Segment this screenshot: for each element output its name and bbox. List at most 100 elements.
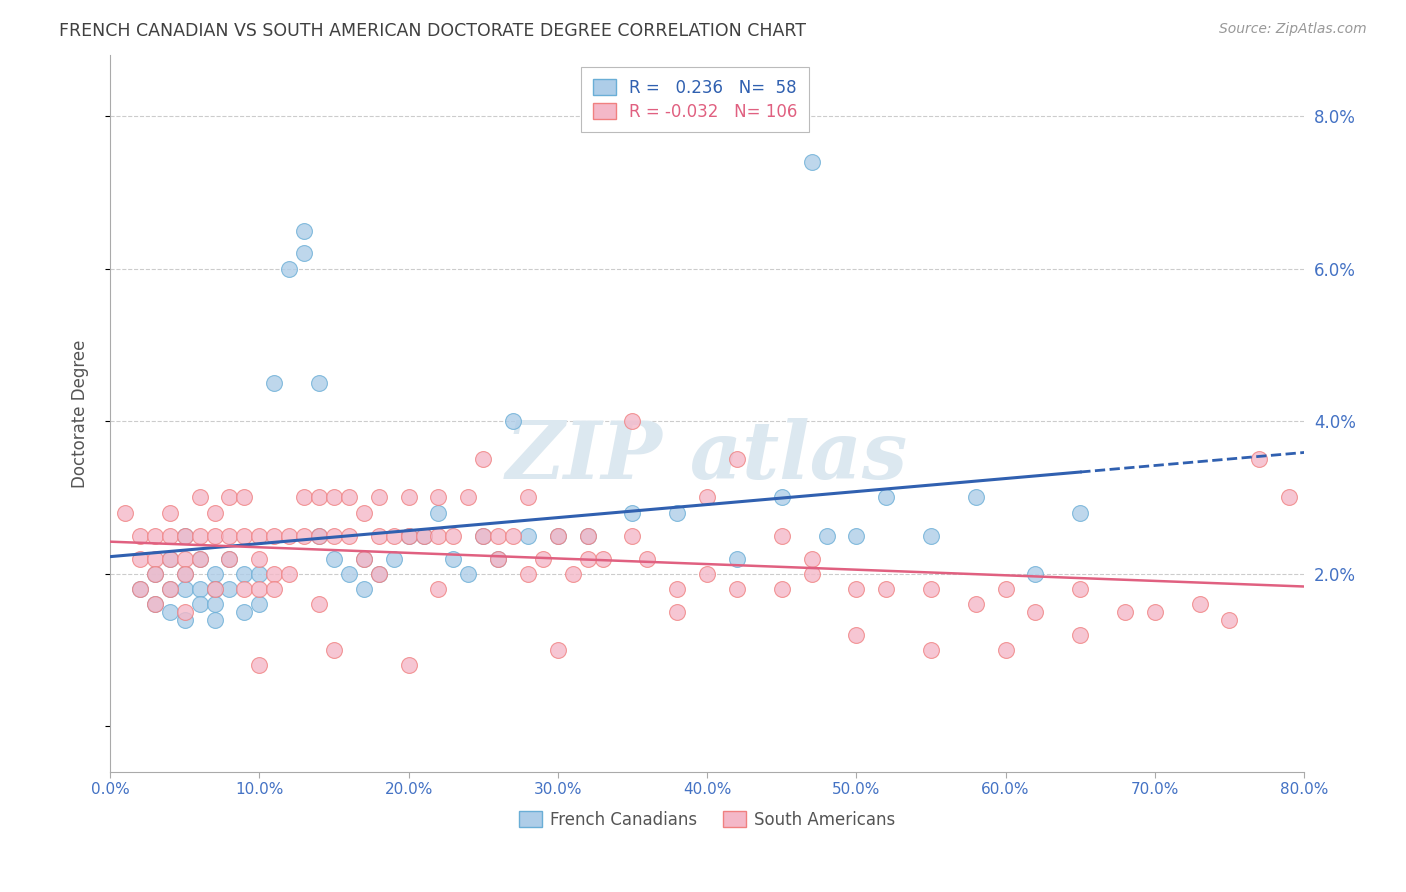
Point [412,528,434,542]
Point [159,506,181,520]
Point [204,613,226,627]
Point [247,566,270,581]
Point [143,566,166,581]
Point [173,566,195,581]
Point [621,414,644,428]
Point [441,528,464,542]
Point [278,566,301,581]
Point [188,491,211,505]
Point [292,223,315,237]
Point [218,491,240,505]
Point [292,528,315,542]
Text: FRENCH CANADIAN VS SOUTH AMERICAN DOCTORATE DEGREE CORRELATION CHART: FRENCH CANADIAN VS SOUTH AMERICAN DOCTOR… [59,22,806,40]
Point [1024,605,1046,619]
Point [323,491,346,505]
Point [770,582,793,596]
Point [143,597,166,611]
Point [472,452,495,467]
Point [308,597,330,611]
Point [159,551,181,566]
Point [800,551,823,566]
Point [561,566,583,581]
Point [696,566,718,581]
Point [143,528,166,542]
Point [725,452,748,467]
Point [875,491,897,505]
Point [592,551,614,566]
Point [382,528,405,542]
Point [173,566,195,581]
Point [188,597,211,611]
Point [920,582,942,596]
Point [204,582,226,596]
Point [204,582,226,596]
Point [218,551,240,566]
Point [398,658,420,673]
Point [188,528,211,542]
Point [621,528,644,542]
Point [204,506,226,520]
Point [323,551,346,566]
Point [994,643,1017,657]
Point [308,376,330,390]
Point [188,551,211,566]
Point [517,528,540,542]
Point [920,528,942,542]
Point [247,528,270,542]
Point [188,582,211,596]
Point [159,582,181,596]
Point [173,605,195,619]
Point [247,551,270,566]
Point [337,528,360,542]
Point [547,643,569,657]
Point [382,551,405,566]
Point [427,506,450,520]
Point [367,566,389,581]
Point [576,551,599,566]
Point [547,528,569,542]
Point [263,566,285,581]
Legend: French Canadians, South Americans: French Canadians, South Americans [512,804,903,836]
Point [770,528,793,542]
Point [502,414,524,428]
Point [233,491,256,505]
Point [875,582,897,596]
Point [472,528,495,542]
Point [353,506,375,520]
Point [247,582,270,596]
Point [323,528,346,542]
Point [204,597,226,611]
Point [159,605,181,619]
Point [143,597,166,611]
Point [666,582,689,596]
Point [247,597,270,611]
Point [531,551,554,566]
Point [292,491,315,505]
Point [1069,506,1091,520]
Point [129,551,152,566]
Point [159,551,181,566]
Point [263,528,285,542]
Point [1218,613,1240,627]
Point [576,528,599,542]
Point [337,491,360,505]
Point [547,528,569,542]
Point [965,491,987,505]
Point [218,551,240,566]
Point [517,491,540,505]
Point [815,528,838,542]
Point [1024,566,1046,581]
Point [129,582,152,596]
Point [920,643,942,657]
Point [412,528,434,542]
Point [233,566,256,581]
Point [666,605,689,619]
Point [1114,605,1136,619]
Point [278,261,301,276]
Point [457,566,479,581]
Point [308,491,330,505]
Point [173,528,195,542]
Point [1069,628,1091,642]
Point [486,551,509,566]
Point [218,582,240,596]
